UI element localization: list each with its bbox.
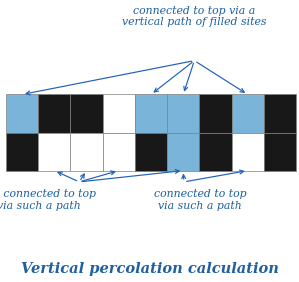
Bar xyxy=(38,133,71,171)
Bar xyxy=(135,133,167,171)
Bar xyxy=(38,94,71,133)
Bar xyxy=(264,133,296,171)
Bar xyxy=(6,94,38,133)
Bar xyxy=(231,94,264,133)
Bar xyxy=(6,133,38,171)
Text: not connected to top
via such a path: not connected to top via such a path xyxy=(0,189,96,211)
Bar xyxy=(167,133,199,171)
Bar xyxy=(199,94,231,133)
Bar xyxy=(71,94,103,133)
Bar xyxy=(264,94,296,133)
Text: connected to top via a
vertical path of filled sites: connected to top via a vertical path of … xyxy=(122,6,267,27)
Bar xyxy=(71,133,103,171)
Text: Vertical percolation calculation: Vertical percolation calculation xyxy=(21,262,278,276)
Bar xyxy=(231,133,264,171)
Text: connected to top
via such a path: connected to top via such a path xyxy=(154,189,247,211)
Bar xyxy=(135,94,167,133)
Bar xyxy=(103,94,135,133)
Bar xyxy=(199,133,231,171)
Bar xyxy=(103,133,135,171)
Bar xyxy=(167,94,199,133)
